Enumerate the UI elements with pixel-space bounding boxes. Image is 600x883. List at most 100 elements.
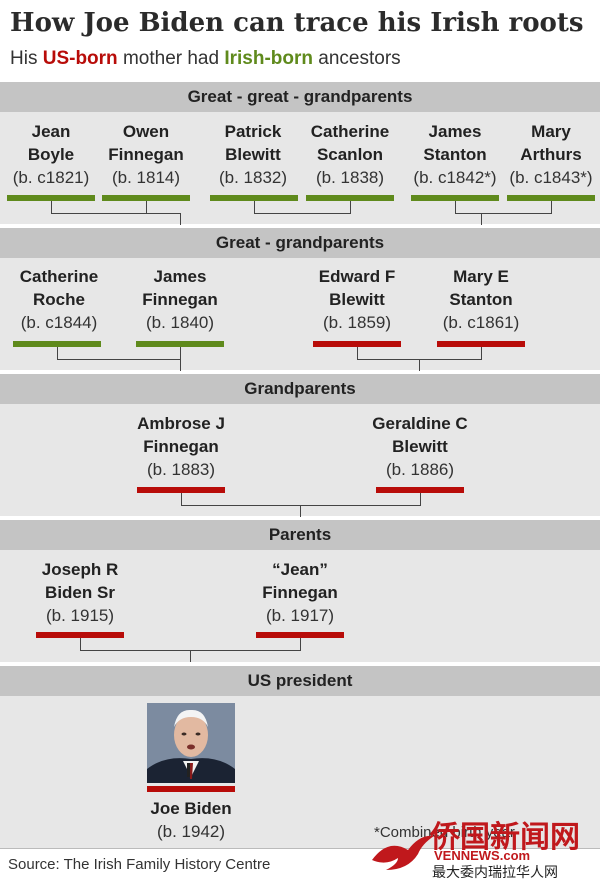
subtitle-suffix: ancestors bbox=[313, 48, 401, 69]
band-us-president bbox=[0, 666, 600, 848]
person-first-name: Patrick bbox=[224, 122, 282, 141]
person-last-name: Stanton bbox=[423, 145, 487, 164]
connector-line bbox=[80, 638, 81, 651]
person-first-name: Mary bbox=[531, 122, 571, 141]
person-birth: (b. 1814) bbox=[111, 168, 181, 187]
person-ambrose-finnegan: Ambrose J Finnegan (b. 1883) bbox=[116, 412, 246, 481]
connector-line bbox=[51, 201, 52, 214]
person-birth: (b. c1861) bbox=[442, 313, 520, 332]
divider bbox=[0, 848, 600, 849]
connector-line bbox=[181, 505, 421, 506]
person-name: Joe Biden bbox=[150, 799, 232, 818]
connector-line bbox=[146, 201, 147, 214]
subtitle-prefix: His bbox=[10, 48, 43, 69]
person-first-name: Owen bbox=[122, 122, 170, 141]
connector-line bbox=[420, 493, 421, 506]
person-birth: (b. 1942) bbox=[156, 822, 226, 841]
person-birth: (b. c1821) bbox=[12, 168, 90, 187]
heading-parents: Parents bbox=[0, 520, 600, 550]
origin-bar bbox=[437, 341, 525, 347]
person-birth: (b. 1915) bbox=[45, 606, 115, 625]
person-joseph-biden-sr: Joseph R Biden Sr (b. 1915) bbox=[20, 558, 140, 627]
origin-bar bbox=[7, 195, 95, 201]
person-first-name: James bbox=[153, 267, 207, 286]
person-last-name: Roche bbox=[33, 290, 85, 309]
origin-bar bbox=[137, 487, 225, 493]
origin-bar bbox=[256, 632, 344, 638]
connector-line bbox=[419, 359, 420, 371]
origin-bar bbox=[102, 195, 190, 201]
person-first-name: James bbox=[428, 122, 482, 141]
connector-line bbox=[300, 638, 301, 651]
person-last-name: Blewitt bbox=[392, 437, 448, 456]
connector-line bbox=[481, 213, 482, 225]
person-birth: (b. c1842*) bbox=[413, 168, 497, 187]
heading-great-grandparents: Great - grandparents bbox=[0, 228, 600, 258]
connector-line bbox=[481, 347, 482, 360]
connector-line bbox=[254, 213, 351, 214]
watermark-bird-icon bbox=[372, 835, 434, 870]
person-birth: (b. 1838) bbox=[315, 168, 385, 187]
chart-subtitle: His US-born mother had Irish-born ancest… bbox=[10, 48, 401, 70]
origin-bar bbox=[147, 786, 235, 792]
connector-line bbox=[357, 347, 358, 360]
person-last-name: Finnegan bbox=[142, 290, 218, 309]
connector-line bbox=[254, 201, 255, 214]
person-birth: (b. 1832) bbox=[218, 168, 288, 187]
origin-bar bbox=[376, 487, 464, 493]
connector-line bbox=[455, 201, 456, 214]
origin-bar bbox=[507, 195, 595, 201]
subtitle-middle: mother had bbox=[117, 48, 225, 69]
person-jean-finnegan: “Jean” Finnegan (b. 1917) bbox=[240, 558, 360, 627]
chart-title: How Joe Biden can trace his Irish roots bbox=[10, 8, 584, 38]
person-first-name: Geraldine C bbox=[372, 414, 468, 433]
origin-bar bbox=[411, 195, 499, 201]
connector-line bbox=[350, 201, 351, 214]
person-catherine-scanlon: Catherine Scanlon (b. 1838) bbox=[300, 120, 400, 189]
person-mary-stanton: Mary E Stanton (b. c1861) bbox=[426, 265, 536, 334]
person-catherine-roche: Catherine Roche (b. c1844) bbox=[4, 265, 114, 334]
person-first-name: Mary E bbox=[453, 267, 509, 286]
person-first-name: Catherine bbox=[310, 122, 390, 141]
person-last-name: Blewitt bbox=[329, 290, 385, 309]
connector-line bbox=[551, 201, 552, 214]
person-jean-boyle: Jean Boyle (b. c1821) bbox=[2, 120, 100, 189]
person-birth: (b. 1883) bbox=[146, 460, 216, 479]
person-birth: (b. 1917) bbox=[265, 606, 335, 625]
person-joe-biden: Joe Biden (b. 1942) bbox=[121, 797, 261, 843]
person-last-name: Arthurs bbox=[520, 145, 582, 164]
person-last-name: Finnegan bbox=[143, 437, 219, 456]
person-mary-arthurs: Mary Arthurs (b. c1843*) bbox=[502, 120, 600, 189]
person-first-name: Edward F bbox=[318, 267, 396, 286]
footnote: *Combined birth year bbox=[374, 824, 515, 841]
person-first-name: “Jean” bbox=[272, 560, 328, 579]
connector-line bbox=[146, 213, 181, 214]
person-edward-blewitt: Edward F Blewitt (b. 1859) bbox=[302, 265, 412, 334]
watermark-subtitle: 最大委内瑞拉华人网 bbox=[432, 864, 558, 880]
connector-line bbox=[180, 213, 181, 225]
person-first-name: Joseph R bbox=[41, 560, 119, 579]
heading-us-president: US president bbox=[0, 666, 600, 696]
person-birth: (b. c1843*) bbox=[509, 168, 593, 187]
connector-line bbox=[300, 505, 301, 517]
watermark-latin: VENNEWS.com bbox=[434, 848, 531, 863]
portrait-photo bbox=[147, 703, 235, 783]
watermark-title: 侨国新闻网 bbox=[430, 821, 580, 854]
person-last-name: Blewitt bbox=[225, 145, 281, 164]
person-james-stanton: James Stanton (b. c1842*) bbox=[405, 120, 505, 189]
joe-biden-portrait bbox=[147, 703, 235, 783]
person-owen-finnegan: Owen Finnegan (b. 1814) bbox=[97, 120, 195, 189]
person-first-name: Ambrose J bbox=[137, 414, 225, 433]
person-last-name: Scanlon bbox=[316, 145, 384, 164]
person-last-name: Biden Sr bbox=[45, 583, 115, 602]
person-last-name: Boyle bbox=[27, 145, 75, 164]
heading-great-great-grandparents: Great - great - grandparents bbox=[0, 82, 600, 112]
person-james-finnegan: James Finnegan (b. 1840) bbox=[125, 265, 235, 334]
person-first-name: Catherine bbox=[19, 267, 99, 286]
person-last-name: Finnegan bbox=[108, 145, 184, 164]
origin-bar bbox=[313, 341, 401, 347]
person-birth: (b. c1844) bbox=[20, 313, 98, 332]
connector-line bbox=[57, 359, 181, 360]
connector-line bbox=[181, 493, 182, 506]
subtitle-us-born: US-born bbox=[42, 48, 118, 69]
